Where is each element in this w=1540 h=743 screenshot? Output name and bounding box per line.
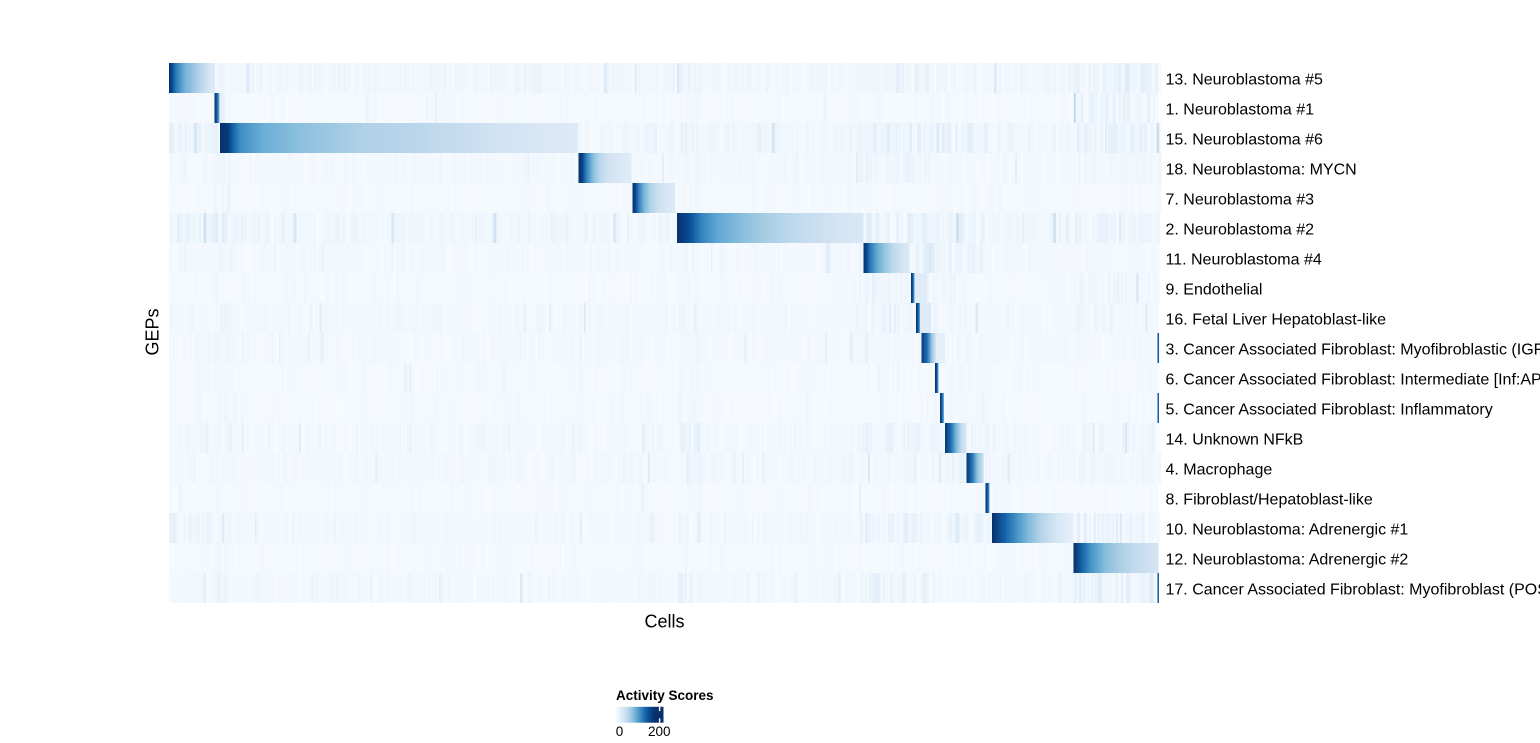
- svg-text:200: 200: [648, 724, 671, 739]
- svg-text:16. Fetal Liver Hepatoblast-li: 16. Fetal Liver Hepatoblast-like: [1166, 311, 1387, 328]
- svg-text:0: 0: [616, 724, 624, 739]
- svg-text:12. Neuroblastoma: Adrenergic: 12. Neuroblastoma: Adrenergic #2: [1166, 551, 1409, 568]
- svg-text:17. Cancer Associated Fibrobla: 17. Cancer Associated Fibroblast: Myofib…: [1166, 581, 1540, 598]
- svg-text:4. Macrophage: 4. Macrophage: [1166, 461, 1273, 478]
- svg-text:9. Endothelial: 9. Endothelial: [1166, 281, 1263, 298]
- svg-text:3. Cancer Associated Fibroblas: 3. Cancer Associated Fibroblast: Myofibr…: [1166, 341, 1540, 358]
- svg-text:5. Cancer Associated Fibroblas: 5. Cancer Associated Fibroblast: Inflamm…: [1166, 401, 1493, 418]
- svg-text:GEPs: GEPs: [143, 308, 163, 355]
- svg-text:11. Neuroblastoma #4: 11. Neuroblastoma #4: [1166, 251, 1322, 268]
- svg-text:18. Neuroblastoma: MYCN: 18. Neuroblastoma: MYCN: [1166, 161, 1357, 178]
- svg-text:14. Unknown NFkB: 14. Unknown NFkB: [1166, 431, 1304, 448]
- svg-text:7. Neuroblastoma #3: 7. Neuroblastoma #3: [1166, 191, 1315, 208]
- svg-text:Cells: Cells: [644, 611, 684, 631]
- svg-text:1. Neuroblastoma #1: 1. Neuroblastoma #1: [1166, 101, 1315, 118]
- svg-text:6. Cancer Associated Fibroblas: 6. Cancer Associated Fibroblast: Interme…: [1166, 371, 1540, 388]
- svg-text:13. Neuroblastoma #5: 13. Neuroblastoma #5: [1166, 71, 1324, 88]
- svg-text:8. Fibroblast/Hepatoblast-like: 8. Fibroblast/Hepatoblast-like: [1166, 491, 1373, 508]
- svg-text:10. Neuroblastoma: Adrenergic: 10. Neuroblastoma: Adrenergic #1: [1166, 521, 1409, 538]
- svg-text:Activity Scores: Activity Scores: [616, 688, 714, 703]
- svg-text:2. Neuroblastoma #2: 2. Neuroblastoma #2: [1166, 221, 1315, 238]
- svg-text:15. Neuroblastoma #6: 15. Neuroblastoma #6: [1166, 131, 1324, 148]
